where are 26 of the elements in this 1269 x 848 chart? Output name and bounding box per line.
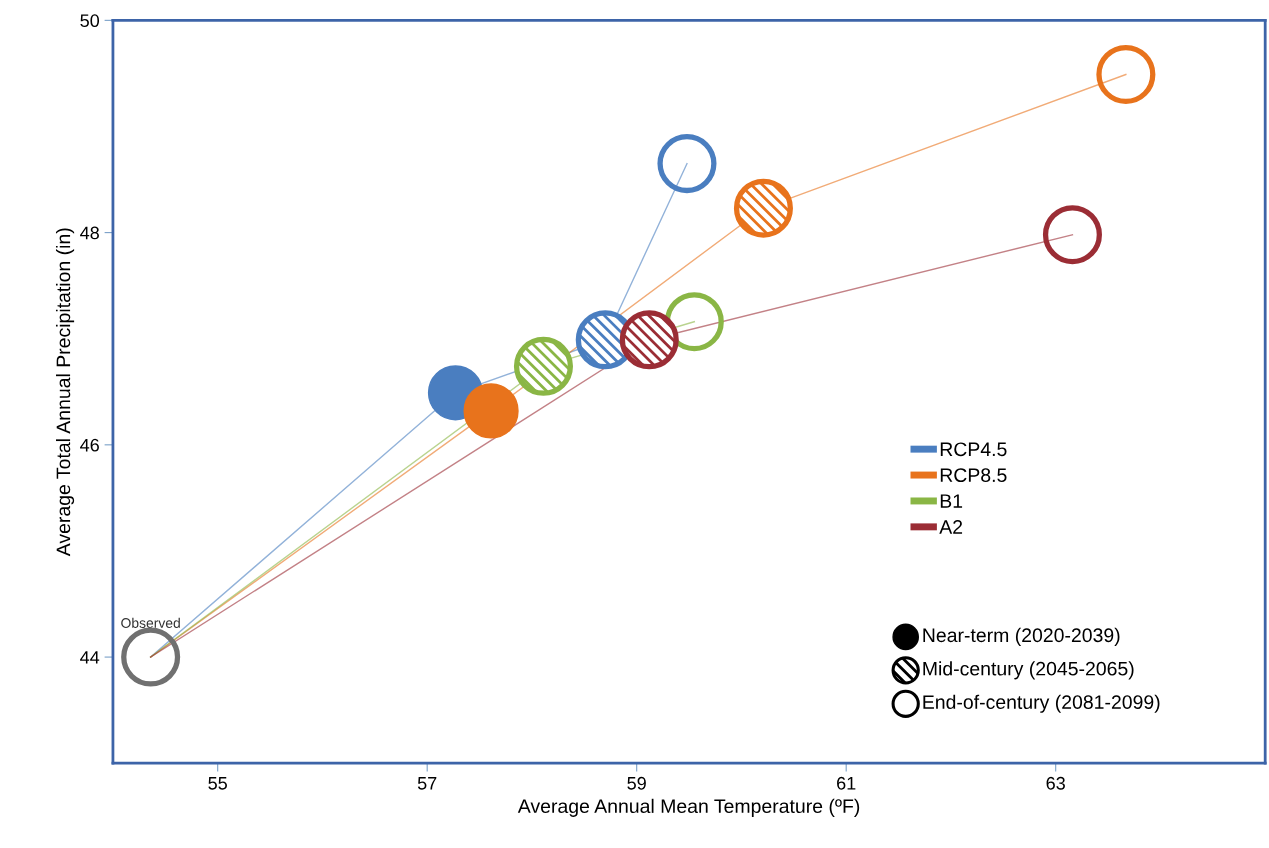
annotation: Near-term (2020-2039) [923,627,1120,646]
x-tick-label: 63 [1046,776,1065,790]
x-tick-label: 57 [417,777,437,790]
y-tick-label: 48 [80,226,99,240]
legend-label: B1 [940,494,963,508]
y-tick-label: 44 [80,651,100,664]
legend-label: RCP8.5 [940,468,1007,483]
x-axis-title: Average Annual Mean Temperature (ºF) [517,798,860,817]
point [1096,44,1156,105]
point [1042,205,1102,265]
point [619,310,679,370]
point [513,336,573,396]
annotation: Mid-century (2045-2065) [923,661,1134,680]
x-tick-label: 59 [627,776,646,790]
legend-label: RCP4.5 [940,442,1007,457]
y-axis-title: Average Total Annual Precipitation (in) [55,228,75,557]
y-tick-label: 50 [80,14,100,28]
x-tick-label: 61 [837,776,856,790]
annotation: End-of-century (2081-2099) [923,694,1160,713]
point [733,178,793,238]
point [121,627,181,687]
point [657,134,717,194]
legend-label: A2 [939,520,963,534]
annotation: Observed [121,617,180,628]
x-tick-label: 55 [208,777,227,790]
y-tick-label: 46 [80,438,99,452]
